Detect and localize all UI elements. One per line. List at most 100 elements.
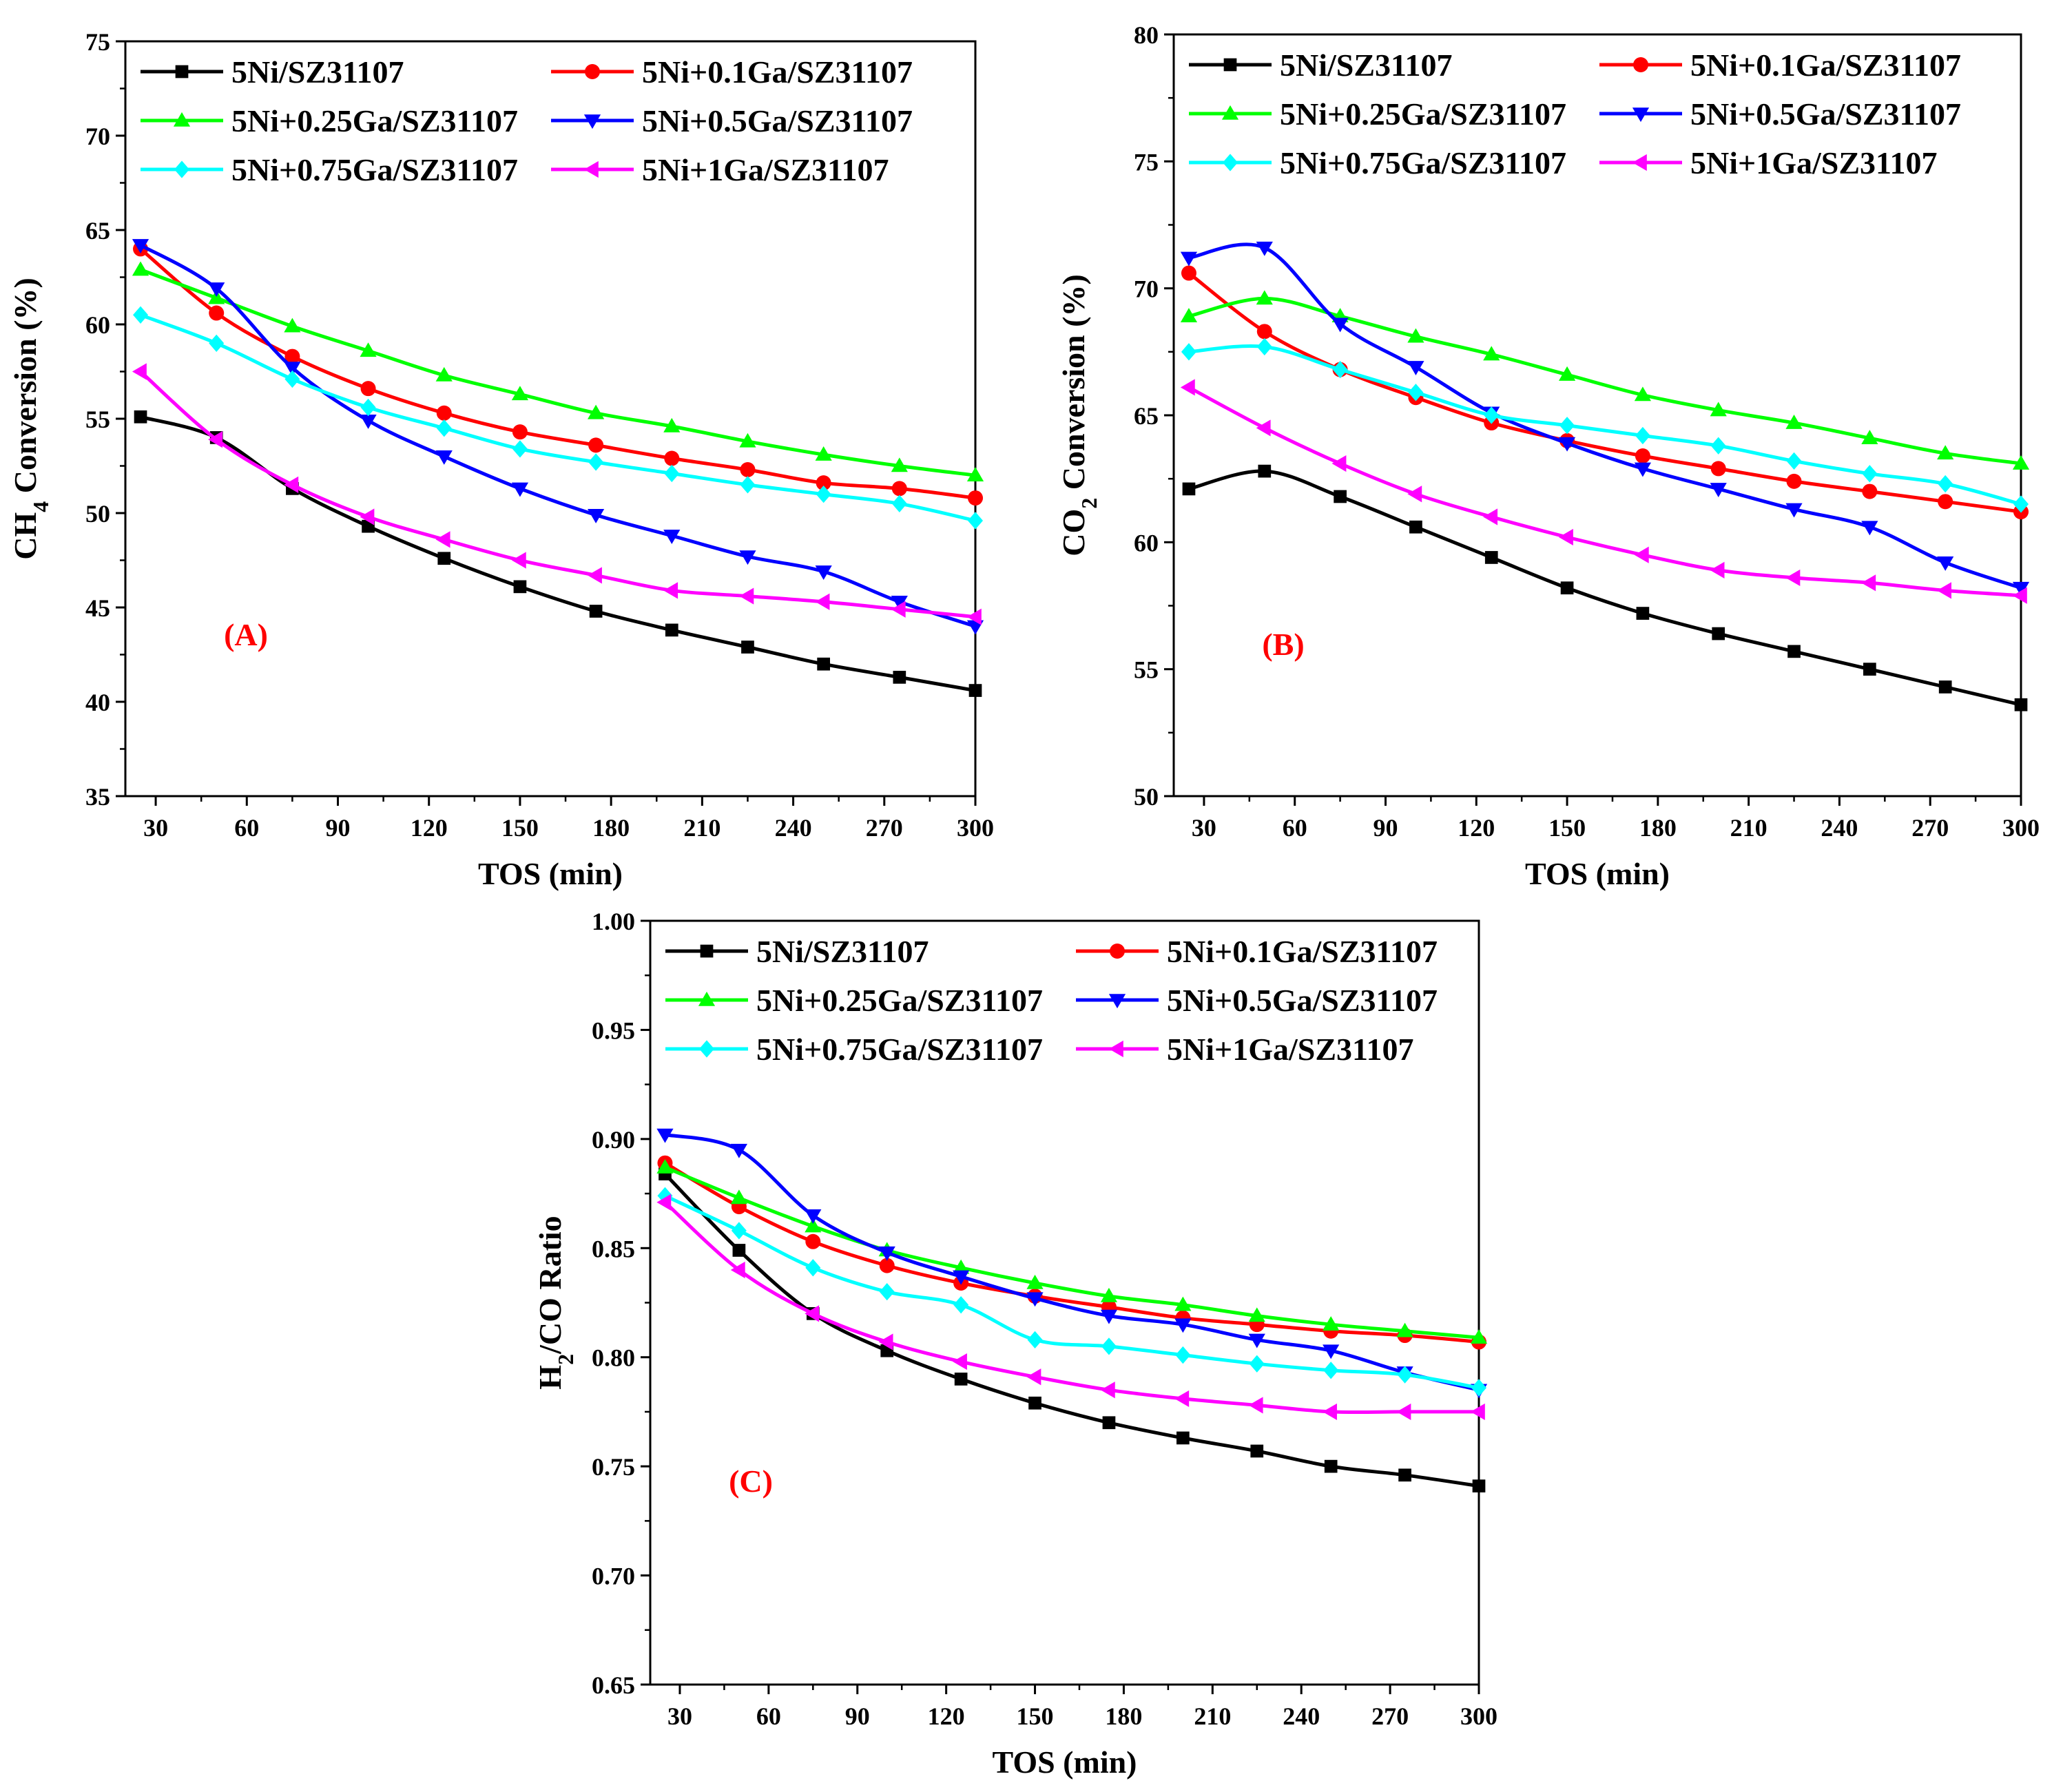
y-tick-label: 60 — [85, 311, 110, 339]
data-point — [739, 550, 756, 565]
data-point — [966, 467, 984, 481]
data-point — [1484, 551, 1498, 564]
data-point — [360, 342, 377, 357]
x-tick-label: 120 — [1458, 814, 1495, 842]
data-point — [741, 640, 754, 654]
data-point — [1409, 520, 1422, 534]
data-point — [817, 657, 830, 671]
data-point — [663, 417, 681, 433]
data-point — [891, 457, 908, 472]
legend-marker — [1223, 154, 1238, 171]
data-point — [1937, 556, 1954, 571]
x-tick-label: 60 — [234, 814, 259, 842]
data-point — [513, 580, 527, 594]
x-tick-label: 120 — [411, 814, 448, 842]
legend-item: 5Ni+0.1Ga/SZ31107 — [1076, 934, 1438, 969]
series-line — [140, 268, 976, 477]
legend-label: 5Ni+0.25Ga/SZ31107 — [231, 103, 518, 138]
legend-label: 5Ni+1Ga/SZ31107 — [642, 152, 889, 187]
x-tick-label: 60 — [756, 1702, 781, 1730]
legend: 5Ni/SZ31107 5Ni+0.1Ga/SZ31107 5Ni+0.25Ga/S… — [1189, 48, 1961, 180]
data-point — [1323, 1344, 1340, 1359]
data-point — [1710, 437, 1726, 455]
data-point — [2012, 587, 2027, 604]
y-tick-label: 0.90 — [592, 1126, 635, 1154]
series-4 — [656, 1128, 1488, 1399]
data-point — [1250, 1444, 1264, 1458]
data-point — [589, 605, 603, 618]
x-tick-label: 300 — [2002, 814, 2040, 842]
data-point — [209, 334, 225, 353]
data-point — [966, 608, 982, 625]
x-tick-label: 180 — [592, 814, 630, 842]
data-point — [1102, 1416, 1116, 1430]
y-tick-label: 45 — [85, 594, 110, 622]
data-point — [1174, 1318, 1192, 1333]
data-point — [1786, 452, 1802, 470]
data-point — [208, 431, 223, 448]
data-point — [1710, 461, 1726, 477]
data-point — [1396, 1403, 1411, 1421]
data-point — [663, 582, 678, 599]
data-point — [588, 437, 604, 453]
data-point — [1398, 1468, 1411, 1482]
series-line — [139, 247, 976, 500]
data-point — [1407, 486, 1422, 503]
legend-label: 5Ni+0.1Ga/SZ31107 — [1167, 934, 1438, 969]
series-3 — [1180, 290, 2030, 470]
legend-marker — [175, 65, 189, 79]
data-point — [436, 419, 452, 437]
legend-label: 5Ni+0.25Ga/SZ31107 — [756, 983, 1043, 1018]
data-point — [739, 433, 756, 448]
y-tick-label: 65 — [85, 217, 110, 244]
data-point — [878, 1246, 895, 1261]
legend: 5Ni/SZ31107 5Ni+0.1Ga/SZ31107 5Ni+0.25Ga/S… — [141, 54, 913, 187]
data-point — [891, 595, 908, 610]
data-point — [1470, 1403, 1485, 1421]
data-point — [968, 490, 983, 506]
data-point — [133, 306, 149, 324]
y-tick-label: 50 — [1134, 783, 1159, 811]
x-tick-label: 90 — [1373, 814, 1398, 842]
legend-marker — [1221, 105, 1239, 120]
data-point — [1635, 426, 1650, 445]
data-point — [1636, 607, 1650, 620]
data-point — [360, 398, 376, 417]
data-point — [815, 446, 832, 461]
data-point — [1248, 1397, 1263, 1414]
legend-item: 5Ni+0.5Ga/SZ31107 — [1599, 96, 1961, 132]
y-axis-title: H2/CO Ratio — [532, 1216, 578, 1389]
series-4 — [132, 239, 984, 635]
series-5 — [657, 1187, 1486, 1397]
series-6 — [1180, 379, 2027, 604]
data-point — [1558, 437, 1576, 452]
y-tick-label: 55 — [1134, 656, 1159, 684]
data-point — [1397, 1366, 1413, 1384]
data-point — [1472, 1479, 1486, 1493]
series-line — [1188, 386, 2022, 598]
data-point — [1559, 417, 1575, 435]
data-point — [1937, 445, 1954, 460]
series-4 — [1180, 241, 2030, 596]
data-point — [134, 410, 147, 424]
data-point — [132, 239, 149, 254]
data-point — [1248, 1307, 1265, 1322]
data-point — [1026, 1274, 1044, 1289]
data-point — [1863, 663, 1876, 676]
y-tick-label: 35 — [85, 783, 110, 811]
y-axis-title: CH4 Conversion (%) — [8, 278, 53, 560]
data-point — [1334, 490, 1347, 503]
data-point — [878, 1333, 893, 1351]
x-tick-label: 120 — [928, 1702, 965, 1730]
data-point — [968, 512, 983, 530]
legend-marker — [1108, 994, 1126, 1009]
data-point — [1635, 448, 1650, 463]
data-point — [588, 404, 605, 419]
series-3 — [132, 261, 984, 481]
data-point — [656, 1128, 674, 1143]
data-point — [805, 1259, 821, 1277]
data-point — [1471, 1379, 1486, 1397]
data-point — [1710, 483, 1727, 498]
x-tick-label: 270 — [866, 814, 903, 842]
